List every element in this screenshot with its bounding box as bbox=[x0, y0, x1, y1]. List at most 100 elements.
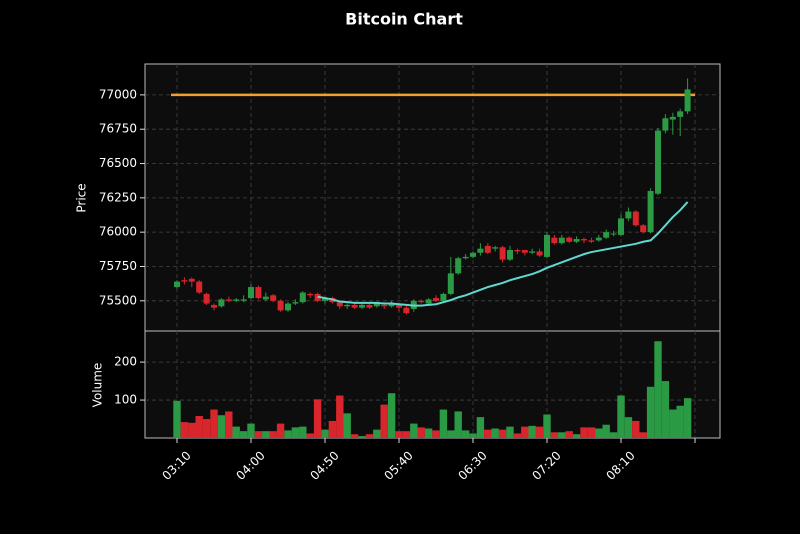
candle-body bbox=[470, 252, 476, 257]
volume-bar bbox=[580, 427, 588, 438]
candle-body bbox=[240, 299, 247, 301]
candle-body bbox=[514, 250, 521, 252]
candle-body bbox=[521, 250, 528, 253]
candle-body bbox=[381, 304, 388, 307]
candle-body bbox=[603, 232, 610, 238]
volume-bar bbox=[609, 432, 618, 438]
volume-bar bbox=[535, 426, 544, 438]
candle-body bbox=[396, 304, 402, 308]
volume-bar bbox=[454, 411, 462, 438]
candle-body bbox=[270, 295, 277, 301]
candle-body bbox=[366, 304, 373, 308]
candle-body bbox=[373, 303, 380, 307]
volume-bar bbox=[180, 422, 189, 438]
y-tick-label: 100 bbox=[114, 393, 137, 407]
candle-body bbox=[558, 237, 565, 244]
volume-bar bbox=[239, 431, 248, 438]
volume-bar bbox=[358, 436, 366, 438]
volume-axis-label: Volume bbox=[91, 363, 105, 408]
candle-body bbox=[655, 130, 661, 194]
volume-bar bbox=[543, 414, 551, 438]
candle-body bbox=[262, 296, 269, 300]
candle-body bbox=[536, 251, 543, 256]
volume-bar bbox=[595, 428, 603, 438]
volume-bar bbox=[195, 415, 203, 438]
volume-bar bbox=[461, 430, 470, 438]
candle-body bbox=[684, 89, 691, 112]
volume-bar bbox=[284, 430, 292, 438]
candle-body bbox=[529, 251, 536, 253]
candle-body bbox=[595, 237, 602, 241]
volume-bar bbox=[469, 433, 477, 438]
candle-body bbox=[647, 190, 654, 233]
volume-bar bbox=[513, 433, 522, 438]
candle-body bbox=[492, 247, 499, 249]
y-tick-label: 76500 bbox=[99, 156, 137, 170]
volume-bar bbox=[498, 429, 507, 438]
volume-bar bbox=[247, 423, 255, 438]
candle-body bbox=[610, 233, 617, 235]
volume-bar bbox=[506, 426, 514, 438]
candle-body bbox=[218, 299, 225, 307]
volume-bar bbox=[217, 415, 226, 438]
volume-bar bbox=[188, 422, 196, 438]
candle-body bbox=[388, 303, 395, 307]
volume-bar bbox=[617, 395, 625, 438]
candle-body bbox=[248, 287, 254, 299]
volume-bar bbox=[321, 429, 329, 438]
candle-body bbox=[174, 281, 180, 288]
volume-bar bbox=[624, 417, 633, 438]
candle-body bbox=[447, 273, 454, 294]
volume-bar bbox=[565, 431, 573, 438]
volume-bar bbox=[350, 434, 359, 438]
candle-body bbox=[551, 237, 558, 244]
candle-body bbox=[418, 300, 425, 303]
volume-bar bbox=[343, 413, 351, 438]
volume-bar bbox=[276, 423, 285, 438]
volume-bar bbox=[410, 423, 418, 438]
candle-body bbox=[277, 300, 284, 311]
volume-bar bbox=[424, 428, 433, 438]
candle-body bbox=[507, 250, 513, 260]
volume-bar bbox=[225, 411, 233, 438]
volume-bar bbox=[232, 426, 240, 438]
candle-body bbox=[618, 218, 624, 235]
candle-body bbox=[299, 292, 306, 303]
candle-body bbox=[322, 298, 328, 301]
volume-bar bbox=[336, 395, 344, 438]
volume-bar bbox=[173, 400, 181, 438]
volume-bar bbox=[373, 429, 381, 438]
volume-bar bbox=[417, 427, 425, 438]
candle-body bbox=[344, 304, 351, 307]
volume-bar bbox=[402, 431, 411, 438]
volume-bar bbox=[484, 429, 492, 438]
volume-bar bbox=[491, 428, 499, 438]
candle-body bbox=[625, 211, 632, 219]
y-tick-label: 76250 bbox=[99, 190, 137, 204]
volume-bar bbox=[439, 409, 448, 438]
volume-bar bbox=[661, 381, 670, 438]
candle-body bbox=[440, 293, 447, 301]
candle-body bbox=[588, 240, 595, 242]
volume-bar bbox=[299, 426, 307, 438]
candle-body bbox=[484, 245, 491, 253]
volume-bar bbox=[395, 431, 403, 438]
candle-body bbox=[285, 303, 291, 311]
volume-bar bbox=[254, 431, 263, 438]
volume-bar bbox=[262, 431, 270, 438]
candle-body bbox=[336, 302, 343, 307]
candle-body bbox=[233, 299, 240, 301]
candle-body bbox=[677, 111, 684, 117]
volume-bar bbox=[476, 417, 485, 438]
volume-bar bbox=[550, 432, 559, 438]
candle-body bbox=[351, 304, 358, 308]
candle-body bbox=[188, 278, 195, 282]
y-tick-label: 75500 bbox=[99, 293, 137, 307]
y-tick-label: 77000 bbox=[99, 87, 137, 101]
candle-body bbox=[292, 302, 299, 304]
volume-bar bbox=[313, 399, 322, 438]
volume-bar bbox=[202, 419, 211, 438]
candle-body bbox=[544, 234, 550, 257]
candle-body bbox=[211, 304, 217, 308]
volume-bar bbox=[654, 341, 662, 438]
